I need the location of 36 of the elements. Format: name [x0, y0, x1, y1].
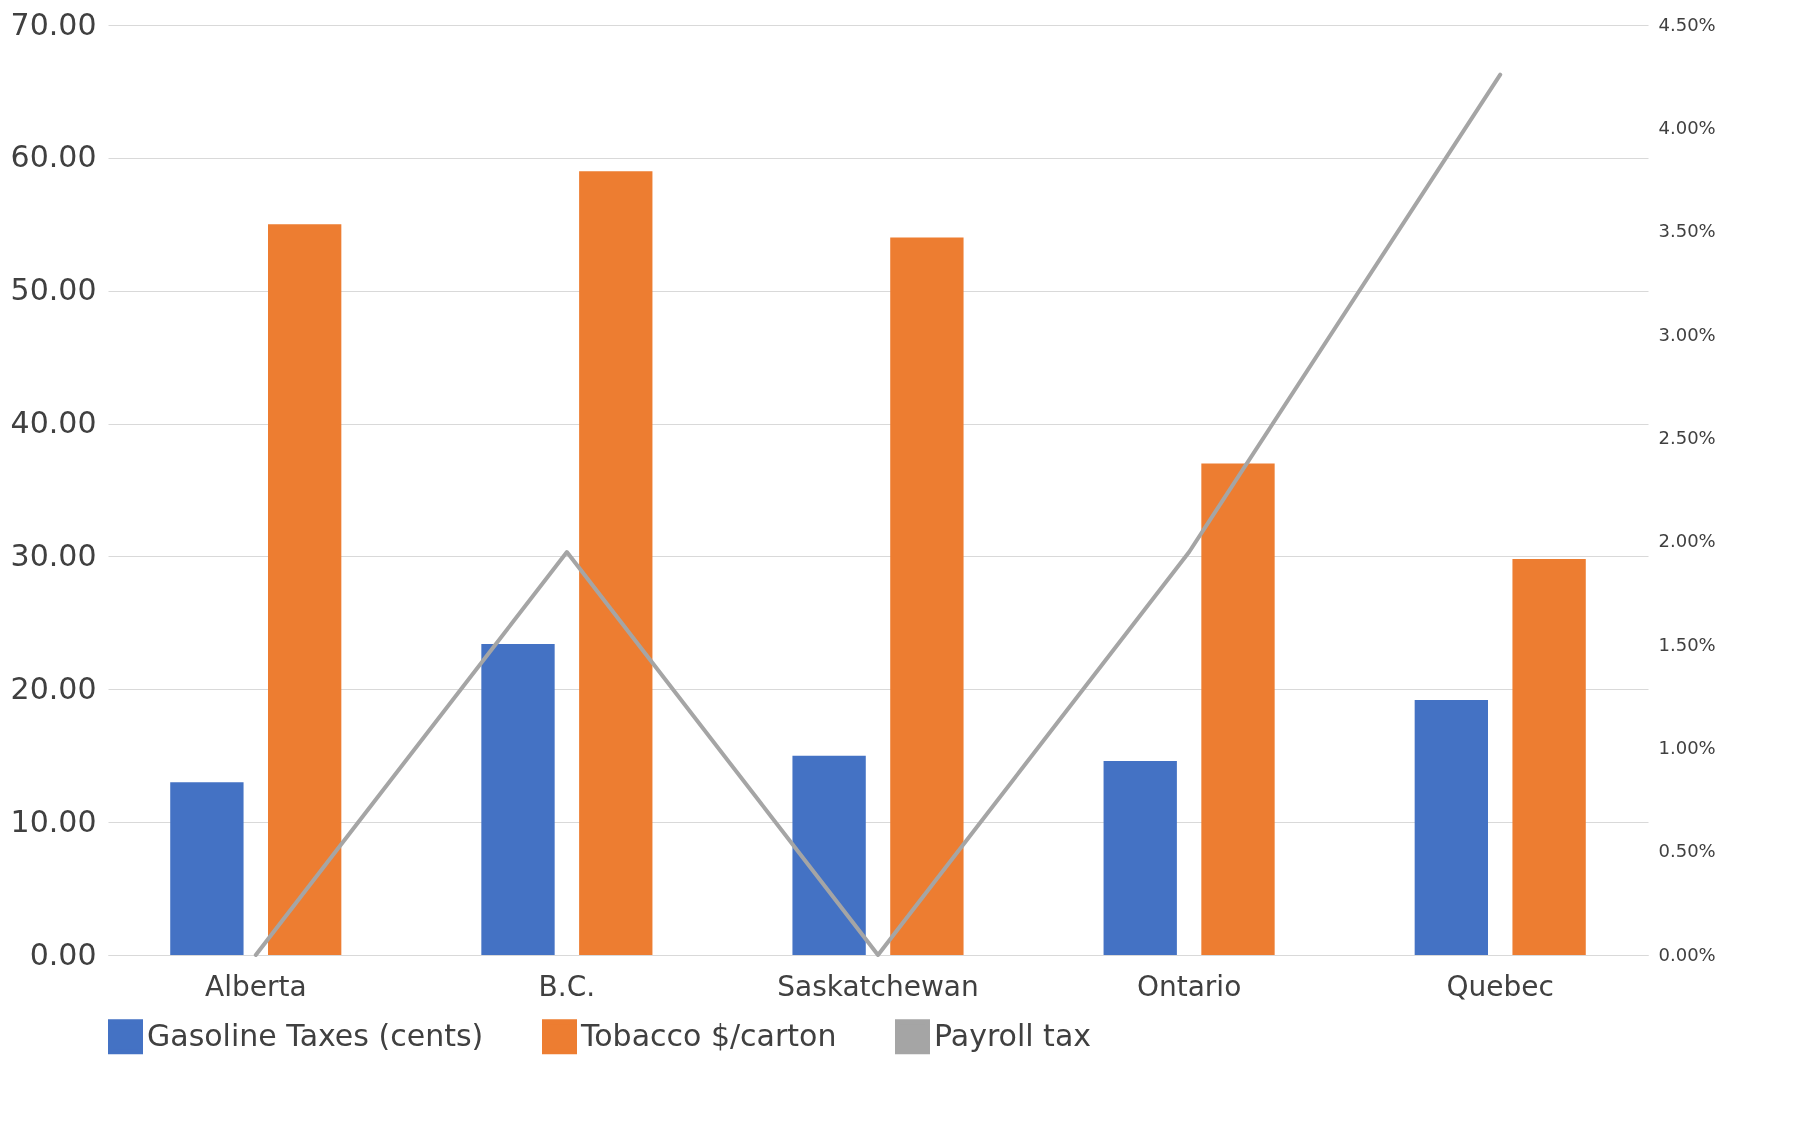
y2-tick-label: 0.00% — [1658, 943, 1716, 965]
bar — [1103, 761, 1177, 955]
bar — [1414, 699, 1488, 955]
y-tick-label: 60.00 — [10, 139, 97, 175]
x-tick-label: Alberta — [204, 969, 307, 1003]
y2-tick-label: 3.50% — [1658, 220, 1716, 242]
bar — [268, 224, 342, 955]
bar — [792, 755, 866, 955]
y-tick-label: 50.00 — [10, 272, 97, 308]
x-tick-label: Ontario — [1136, 969, 1242, 1003]
bar — [1201, 463, 1275, 955]
y2-tick-label: 0.50% — [1658, 840, 1716, 862]
y-tick-label: 0.00 — [29, 936, 97, 972]
y-tick-label: 10.00 — [10, 803, 97, 839]
y2-tick-label: 3.00% — [1658, 323, 1716, 345]
y2-tick-label: 4.00% — [1658, 116, 1716, 138]
y2-tick-label: 2.00% — [1658, 530, 1716, 552]
bar — [481, 644, 555, 955]
legend-label: Payroll tax — [934, 1017, 1092, 1053]
bar — [1512, 559, 1586, 955]
x-tick-label: B.C. — [538, 969, 596, 1003]
y-tick-label: 40.00 — [10, 405, 97, 441]
legend-label: Tobacco $/carton — [580, 1017, 837, 1053]
y2-tick-label: 1.50% — [1658, 633, 1716, 655]
x-tick-label: Saskatchewan — [777, 969, 979, 1003]
y2-tick-label: 1.00% — [1658, 736, 1716, 758]
y-tick-label: 20.00 — [10, 670, 97, 706]
y-tick-label: 30.00 — [10, 537, 97, 573]
y-tick-label: 70.00 — [10, 6, 97, 42]
y2-tick-label: 2.50% — [1658, 426, 1716, 448]
bar — [579, 171, 653, 955]
bar — [890, 237, 964, 955]
x-tick-label: Quebec — [1446, 969, 1554, 1003]
legend-label: Gasoline Taxes (cents) — [147, 1017, 484, 1053]
bar — [170, 782, 244, 955]
y2-tick-label: 4.50% — [1658, 13, 1716, 35]
